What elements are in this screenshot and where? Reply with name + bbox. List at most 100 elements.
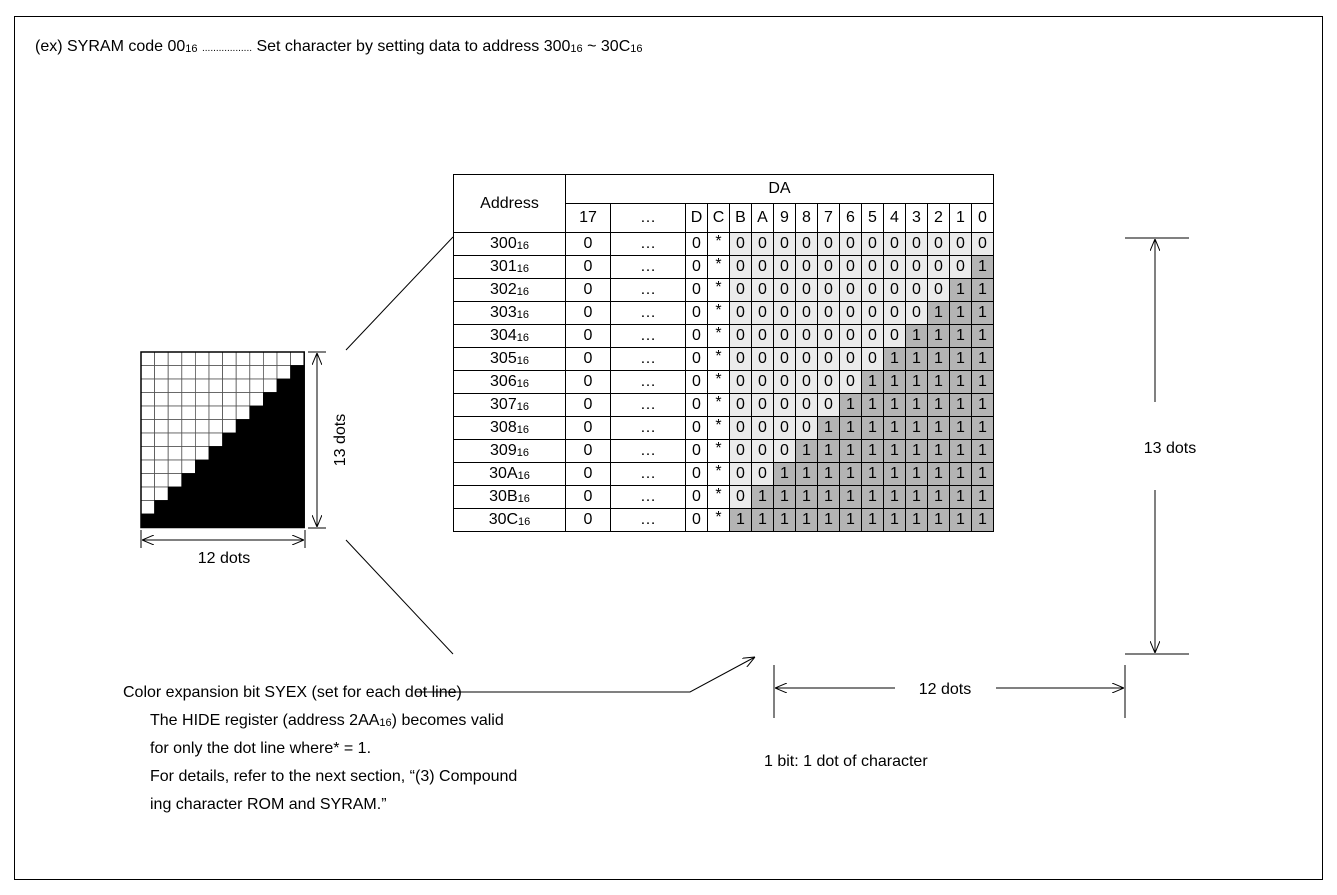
prefix-cell: * (707, 508, 730, 532)
address-cell: 30216 (453, 278, 566, 302)
address-cell: 30316 (453, 301, 566, 325)
bit-cell: 0 (839, 255, 862, 279)
prefix-cell: 0 (685, 508, 708, 532)
bit-cell: 0 (883, 232, 906, 256)
bit-cell: 0 (817, 278, 840, 302)
bit-cell: 1 (971, 370, 994, 394)
bit-cell: 1 (927, 301, 950, 325)
bit-cell: 0 (729, 370, 752, 394)
bit-cell: 1 (971, 347, 994, 371)
bit-cell: 1 (949, 508, 972, 532)
prefix-cell: 0 (565, 278, 611, 302)
bit-cell: 1 (883, 416, 906, 440)
bit-cell: 1 (839, 393, 862, 417)
table-header-row: Address DA (453, 174, 994, 233)
prefix-cell: 0 (685, 301, 708, 325)
bit-cell: 1 (883, 347, 906, 371)
note-line-2: for only the dot line where* = 1. (150, 740, 372, 757)
bit-cell: 1 (971, 393, 994, 417)
prefix-cell: 0 (685, 255, 708, 279)
bit-cell: 0 (817, 347, 840, 371)
bit-cell: 1 (949, 393, 972, 417)
bit-cell: 1 (861, 393, 884, 417)
column-header-row: 17… D C B A 9 8 7 6 5 4 3 2 1 0 (454, 203, 994, 233)
bit-cell: 1 (927, 508, 950, 532)
header-text: (ex) SYRAM code 0016 .................. … (35, 38, 643, 55)
prefix-cell: 0 (565, 301, 611, 325)
address-cell: 30416 (453, 324, 566, 348)
table-row: 30916 0… 0 * 0 0 0 1 1 1 1 1 1 1 1 1 (453, 439, 994, 463)
prefix-cell: … (610, 416, 686, 440)
bit-cell: 1 (773, 485, 796, 509)
table-row: 30B16 0… 0 * 0 1 1 1 1 1 1 1 1 1 1 1 (453, 485, 994, 509)
prefix-cell: * (707, 301, 730, 325)
prefix-cell: * (707, 324, 730, 348)
prefix-cell: 0 (565, 232, 611, 256)
bit-cell: 0 (861, 255, 884, 279)
address-header: Address (453, 174, 566, 233)
prefix-cell: 0 (565, 324, 611, 348)
bit-cell: 0 (729, 301, 752, 325)
bit-cell: 0 (795, 416, 818, 440)
note-line-4: ing character ROM and SYRAM.” (150, 796, 387, 813)
bit-cell: 0 (795, 347, 818, 371)
bit-cell: 0 (839, 324, 862, 348)
bit-cell: 0 (729, 439, 752, 463)
prefix-cell: … (610, 301, 686, 325)
prefix-cell: … (610, 508, 686, 532)
bit-cell: 0 (773, 301, 796, 325)
bit-cell: 1 (949, 462, 972, 486)
prefix-cell: 0 (685, 485, 708, 509)
bit-cell: 1 (883, 462, 906, 486)
bit-cell: 0 (971, 232, 994, 256)
address-cell: 30816 (453, 416, 566, 440)
column-header-7: 8 (795, 203, 818, 233)
bit-cell: 0 (795, 393, 818, 417)
bit-cell: 0 (905, 278, 928, 302)
prefix-cell: * (707, 462, 730, 486)
bit-cell: 0 (817, 301, 840, 325)
prefix-cell: 0 (565, 508, 611, 532)
note-line-3: For details, refer to the next section, … (150, 768, 518, 785)
bit-cell: 0 (861, 347, 884, 371)
bit-cell: 0 (927, 255, 950, 279)
bit-cell: 1 (905, 393, 928, 417)
bit-cell: 0 (883, 324, 906, 348)
bit-cell: 0 (751, 347, 774, 371)
bit-cell: 1 (839, 439, 862, 463)
bit-cell: 1 (883, 485, 906, 509)
address-cell: 30516 (453, 347, 566, 371)
prefix-cell: 0 (685, 232, 708, 256)
prefix-cell: … (610, 278, 686, 302)
bit-cell: 0 (839, 347, 862, 371)
column-header-4: B (729, 203, 752, 233)
bit-cell: 0 (817, 324, 840, 348)
column-header-2: D (685, 203, 708, 233)
bit-cell: 1 (971, 485, 994, 509)
bit-cell: 1 (817, 416, 840, 440)
bit-cell: 1 (839, 485, 862, 509)
prefix-cell: 0 (685, 370, 708, 394)
prefix-cell: … (610, 439, 686, 463)
bit-cell: 0 (751, 255, 774, 279)
bit-cell: 1 (927, 485, 950, 509)
bit-cell: 1 (971, 301, 994, 325)
bit-cell: 1 (883, 439, 906, 463)
prefix-cell: * (707, 232, 730, 256)
bit-cell: 0 (949, 232, 972, 256)
bit-cell: 0 (729, 485, 752, 509)
bit-cell: 0 (751, 370, 774, 394)
prefix-cell: * (707, 255, 730, 279)
bit-cell: 0 (817, 393, 840, 417)
bit-cell: 1 (861, 439, 884, 463)
prefix-cell: * (707, 278, 730, 302)
prefix-cell: … (610, 462, 686, 486)
bit-cell: 1 (795, 508, 818, 532)
bit-cell: 0 (729, 347, 752, 371)
bit-cell: 0 (751, 462, 774, 486)
bit-cell: 1 (905, 347, 928, 371)
bit-cell: 1 (949, 439, 972, 463)
bit-cell: 1 (817, 485, 840, 509)
table-row: 30416 0… 0 * 0 0 0 0 0 0 0 0 1 1 1 1 (453, 324, 994, 348)
prefix-cell: … (610, 347, 686, 371)
